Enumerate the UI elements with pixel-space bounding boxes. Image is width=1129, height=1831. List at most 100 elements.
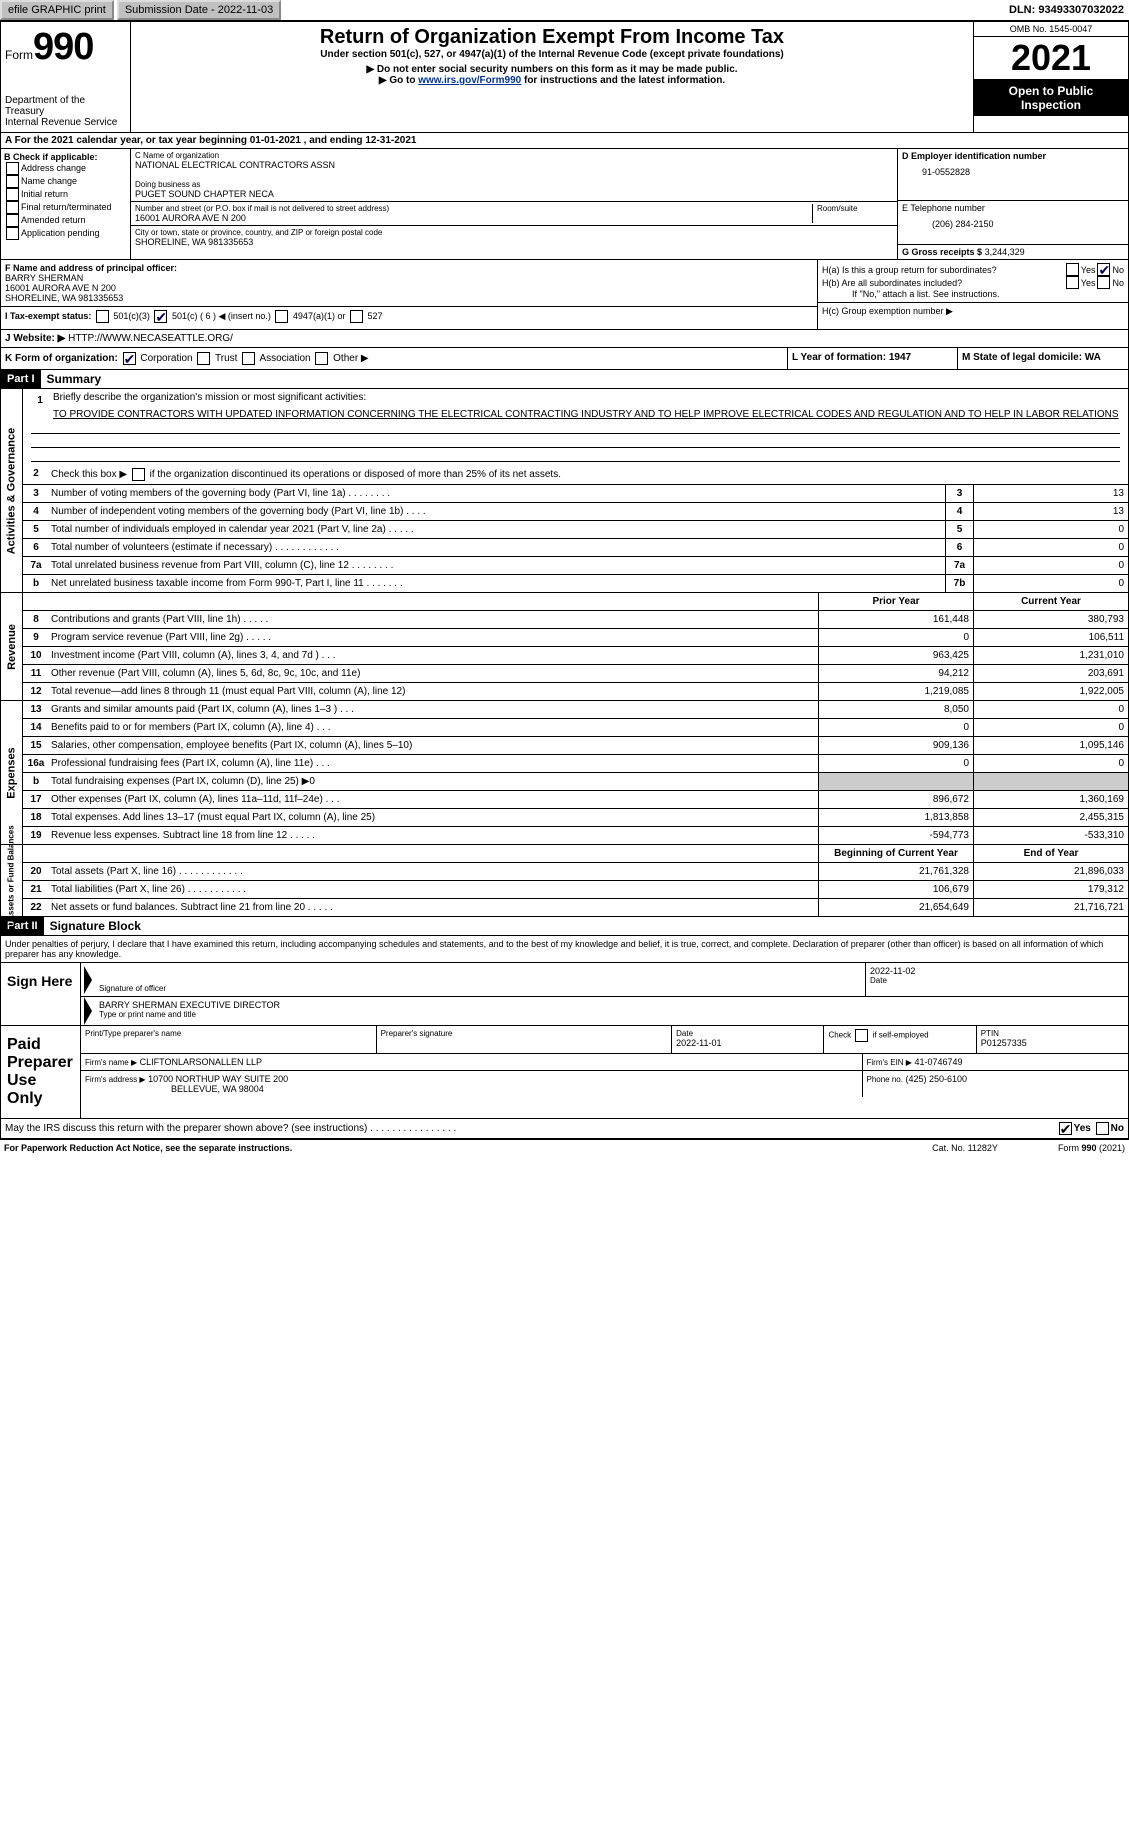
perjury-declaration: Under penalties of perjury, I declare th… [0,936,1129,963]
sign-here-label: Sign Here [1,963,81,1025]
tel-value: (206) 284-2150 [932,219,1124,229]
line-8-desc: Contributions and grants (Part VIII, lin… [49,611,818,628]
head-beginning: Beginning of Current Year [818,845,973,862]
vlabel-governance: Activities & Governance [1,389,23,592]
chk-self-employed[interactable] [855,1029,868,1042]
line-12-prior: 1,219,085 [818,683,973,700]
line-10-prior: 963,425 [818,647,973,664]
chk-address-change[interactable] [6,162,19,175]
chk-discontinued[interactable] [132,468,145,481]
j-label: J Website: ▶ [5,333,65,344]
ein-label: D Employer identification number [902,151,1124,161]
line-16a-prior: 0 [818,755,973,772]
chk-501c[interactable] [154,310,167,323]
line-21-current: 179,312 [973,881,1128,898]
line-5-desc: Total number of individuals employed in … [49,521,945,538]
b-label: B Check if applicable: [4,152,127,162]
tax-year: 2021 [974,37,1128,80]
chk-final-return[interactable] [6,201,19,214]
chk-initial-return[interactable] [6,188,19,201]
line2-text: Check this box ▶ if the organization dis… [49,465,1128,484]
firm-ein-value: 41-0746749 [914,1057,962,1067]
row-a-calendar-year: A For the 2021 calendar year, or tax yea… [0,133,1129,149]
line-5-value: 0 [973,521,1128,538]
line-13-desc: Grants and similar amounts paid (Part IX… [49,701,818,718]
cat-no: Cat. No. 11282Y [932,1143,998,1153]
chk-name-change[interactable] [6,175,19,188]
dba-value: PUGET SOUND CHAPTER NECA [135,189,893,199]
line-3-value: 13 [973,485,1128,502]
line-b-value: 0 [973,575,1128,592]
firm-name-value: CLIFTONLARSONALLEN LLP [140,1057,262,1067]
chk-amended[interactable] [6,214,19,227]
part1-bar: Part I [1,370,41,388]
head-current: Current Year [973,593,1128,610]
line-b-prior [818,773,973,790]
head-end: End of Year [973,845,1128,862]
gross-label: G Gross receipts $ [902,247,982,257]
pp-sig-label: Preparer's signature [381,1029,668,1038]
chk-application-pending[interactable] [6,227,19,240]
line-18-current: 2,455,315 [973,809,1128,826]
firm-phone-value: (425) 250-6100 [906,1074,968,1084]
chk-discuss-no[interactable] [1096,1122,1109,1135]
line-14-current: 0 [973,719,1128,736]
chk-527[interactable] [350,310,363,323]
firm-addr2: BELLEVUE, WA 98004 [171,1084,264,1094]
line-11-desc: Other revenue (Part VIII, column (A), li… [49,665,818,682]
firm-addr-label: Firm's address ▶ [85,1075,146,1084]
line-7a-desc: Total unrelated business revenue from Pa… [49,557,945,574]
subtitle-1: Under section 501(c), 527, or 4947(a)(1)… [135,49,969,60]
open-to-public: Open to Public Inspection [974,80,1128,116]
chk-4947[interactable] [275,310,288,323]
vlabel-revenue: Revenue [1,593,23,700]
chk-discuss-yes[interactable] [1059,1122,1072,1135]
line-b-desc: Net unrelated business taxable income fr… [49,575,945,592]
mission-text: TO PROVIDE CONTRACTORS WITH UPDATED INFO… [53,409,1124,420]
line-14-prior: 0 [818,719,973,736]
line-22-current: 21,716,721 [973,899,1128,916]
efile-button[interactable]: efile GRAPHIC print [0,0,114,20]
chk-assoc[interactable] [242,352,255,365]
part1-title: Summary [47,372,102,386]
chk-ha-yes[interactable] [1066,263,1079,276]
line-11-current: 203,691 [973,665,1128,682]
line-19-prior: -594,773 [818,827,973,844]
irs-text: Internal Revenue Service [5,117,126,128]
org-name: NATIONAL ELECTRICAL CONTRACTORS ASSN [135,160,893,170]
chk-501c3[interactable] [96,310,109,323]
line-9-prior: 0 [818,629,973,646]
chk-corp[interactable] [123,352,136,365]
hc-label: H(c) Group exemption number ▶ [818,302,1128,320]
part2-title: Signature Block [50,919,141,933]
line-3-desc: Number of voting members of the governin… [49,485,945,502]
chk-other[interactable] [315,352,328,365]
printed-name-label: Type or print name and title [99,1010,1124,1019]
l-year: L Year of formation: 1947 [792,352,911,363]
dln-label: DLN: 93493307032022 [1009,4,1129,16]
chk-ha-no[interactable] [1097,263,1110,276]
chk-hb-no[interactable] [1097,276,1110,289]
line-22-desc: Net assets or fund balances. Subtract li… [49,899,818,916]
tel-label: E Telephone number [902,203,1124,213]
subtitle-3: ▶ Go to www.irs.gov/Form990 for instruct… [135,75,969,86]
line-18-desc: Total expenses. Add lines 13–17 (must eq… [49,809,818,826]
chk-trust[interactable] [197,352,210,365]
vlabel-expenses: Expenses [1,701,23,844]
submission-date-button[interactable]: Submission Date - 2022-11-03 [117,0,281,20]
line-4-value: 13 [973,503,1128,520]
irs-link[interactable]: www.irs.gov/Form990 [418,75,521,86]
line-15-current: 1,095,146 [973,737,1128,754]
discuss-text: May the IRS discuss this return with the… [5,1123,456,1134]
pp-date-label: Date [676,1029,819,1038]
chk-hb-yes[interactable] [1066,276,1079,289]
vlabel-netassets: Net Assets or Fund Balances [1,845,23,916]
room-suite-label: Room/suite [813,204,893,223]
omb-number: OMB No. 1545-0047 [974,22,1128,37]
dba-label: Doing business as [135,180,893,189]
ha-label: H(a) Is this a group return for subordin… [822,265,1064,275]
line-12-current: 1,922,005 [973,683,1128,700]
line-8-prior: 161,448 [818,611,973,628]
line-12-desc: Total revenue—add lines 8 through 11 (mu… [49,683,818,700]
form-header: Form990 Department of the Treasury Inter… [0,21,1129,133]
